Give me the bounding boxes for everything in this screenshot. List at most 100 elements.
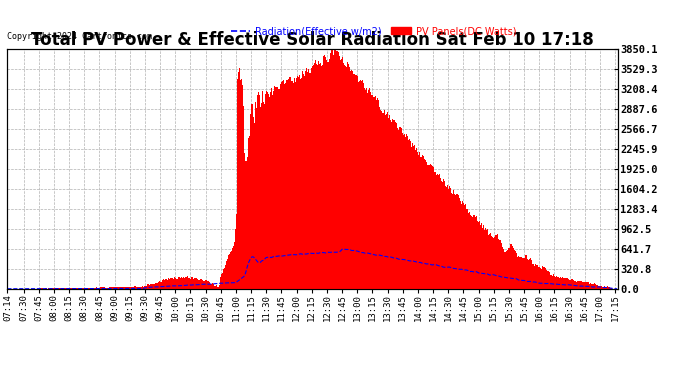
Bar — [553, 274, 554, 289]
Bar — [50, 288, 51, 289]
Bar — [104, 288, 105, 289]
Bar — [452, 194, 453, 289]
Bar — [550, 275, 551, 289]
Bar — [602, 286, 603, 289]
Bar — [72, 288, 74, 289]
Bar — [466, 209, 467, 289]
Bar — [463, 204, 464, 289]
Bar — [500, 240, 501, 289]
Bar — [83, 288, 85, 289]
Bar — [137, 286, 138, 289]
Bar — [394, 120, 395, 289]
Bar — [469, 212, 470, 289]
Bar — [406, 134, 407, 289]
Bar — [498, 239, 500, 289]
Bar — [164, 280, 165, 289]
Bar — [592, 284, 593, 289]
Bar — [596, 285, 598, 289]
Bar — [318, 61, 319, 289]
Bar — [163, 279, 164, 289]
Bar — [433, 172, 435, 289]
Bar — [197, 279, 198, 289]
Bar — [68, 288, 70, 289]
Bar — [609, 287, 611, 289]
Bar — [533, 266, 535, 289]
Bar — [400, 127, 401, 289]
Bar — [109, 287, 110, 289]
Bar — [497, 234, 498, 289]
Bar — [431, 166, 433, 289]
Bar — [99, 288, 100, 289]
Bar — [97, 288, 98, 289]
Bar — [140, 287, 141, 289]
Bar — [127, 287, 128, 289]
Bar — [270, 88, 272, 289]
Bar — [346, 62, 348, 289]
Bar — [502, 248, 503, 289]
Bar — [210, 284, 211, 289]
Bar — [93, 288, 94, 289]
Bar — [495, 235, 496, 289]
Bar — [267, 92, 268, 289]
Bar — [277, 87, 278, 289]
Bar — [554, 276, 555, 289]
Bar — [166, 279, 167, 289]
Bar — [254, 123, 255, 289]
Bar — [558, 278, 559, 289]
Bar — [121, 287, 122, 289]
Bar — [291, 81, 292, 289]
Bar — [339, 60, 341, 289]
Bar — [586, 282, 587, 289]
Bar — [278, 89, 279, 289]
Bar — [165, 279, 166, 289]
Bar — [417, 152, 418, 289]
Bar — [196, 278, 197, 289]
Bar — [460, 201, 461, 289]
Bar — [108, 288, 109, 289]
Bar — [128, 286, 129, 289]
Bar — [462, 201, 463, 289]
Bar — [226, 261, 227, 289]
Bar — [548, 271, 549, 289]
Bar — [63, 288, 65, 289]
Bar — [66, 288, 68, 289]
Bar — [202, 280, 203, 289]
Bar — [492, 237, 493, 289]
Bar — [244, 153, 246, 289]
Bar — [205, 280, 206, 289]
Bar — [544, 267, 545, 289]
Bar — [413, 146, 414, 289]
Bar — [411, 147, 413, 289]
Bar — [391, 122, 392, 289]
Bar — [241, 79, 242, 289]
Bar — [207, 280, 208, 289]
Bar — [211, 284, 212, 289]
Bar — [159, 282, 161, 289]
Bar — [133, 287, 135, 289]
Bar — [276, 87, 277, 289]
Bar — [545, 268, 546, 289]
Bar — [376, 100, 377, 289]
Bar — [365, 90, 366, 289]
Bar — [295, 82, 296, 289]
Bar — [397, 128, 398, 289]
Bar — [367, 93, 368, 289]
Bar — [257, 92, 259, 289]
Bar — [439, 174, 440, 289]
Bar — [407, 136, 408, 289]
Bar — [402, 133, 403, 289]
Bar — [288, 79, 289, 289]
Bar — [450, 188, 451, 289]
Text: Copyright 2024 Cartronics.com: Copyright 2024 Cartronics.com — [7, 32, 152, 41]
Bar — [600, 286, 602, 289]
Bar — [155, 282, 157, 289]
Bar — [311, 68, 313, 289]
Bar — [135, 286, 137, 289]
Bar — [313, 64, 314, 289]
Bar — [233, 246, 235, 289]
Bar — [537, 266, 538, 289]
Bar — [185, 277, 186, 289]
Bar — [57, 288, 59, 289]
Bar — [562, 278, 563, 289]
Bar — [262, 92, 263, 289]
